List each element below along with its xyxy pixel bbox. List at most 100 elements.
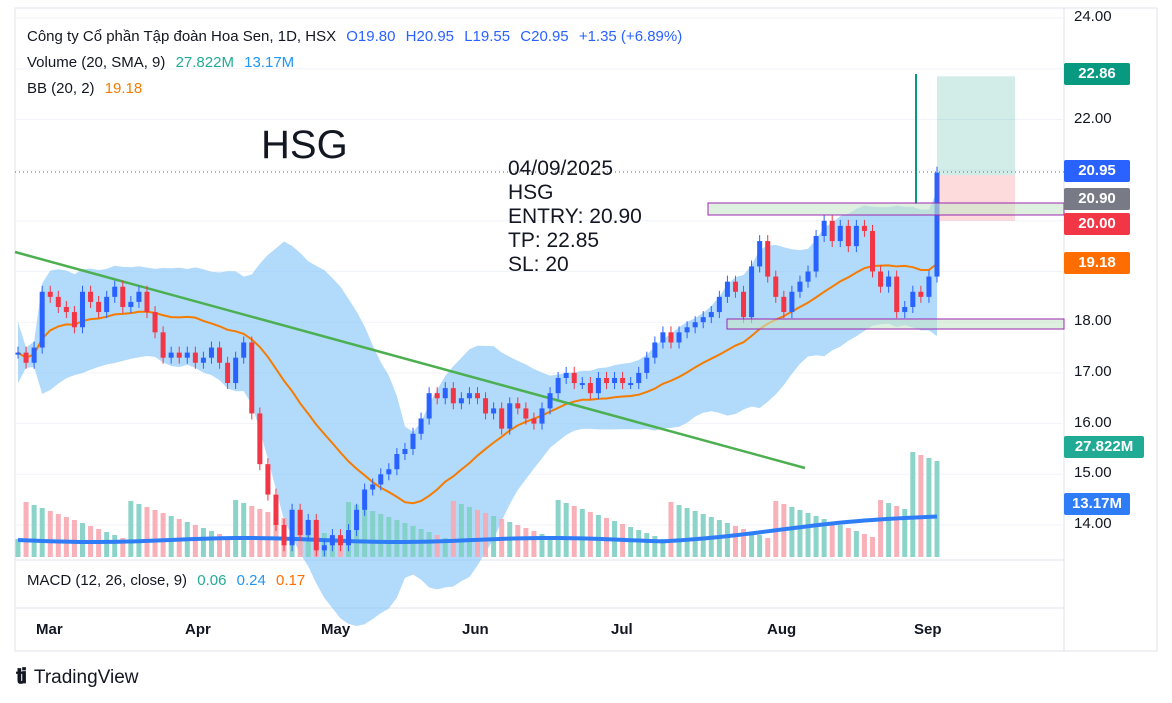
volume-bar xyxy=(789,507,795,557)
candle-body xyxy=(579,383,585,386)
annotation-sl: SL: 20 xyxy=(508,253,569,276)
volume-bar xyxy=(458,504,464,557)
bollinger-band xyxy=(18,191,937,626)
candle-body xyxy=(128,301,134,307)
candle-body xyxy=(378,474,384,485)
volume-bar xyxy=(813,516,819,557)
volume-bar xyxy=(886,503,892,557)
axis-tick: 22.00 xyxy=(1074,110,1112,127)
volume-bar xyxy=(434,535,440,557)
candle-body xyxy=(837,225,843,242)
candle-body xyxy=(547,393,553,409)
annotation-date: 04/09/2025 xyxy=(508,157,614,180)
candle-body xyxy=(934,172,940,277)
candle-body xyxy=(160,332,166,358)
macd-signal: 0.17 xyxy=(275,572,306,589)
candle-body xyxy=(499,408,505,429)
candle-body xyxy=(878,271,884,287)
volume-bar xyxy=(483,513,489,557)
volume-bar xyxy=(878,500,884,557)
candle-body xyxy=(23,352,29,363)
tp-price-label: 22.86 xyxy=(1064,63,1130,85)
macd-hist: 0.06 xyxy=(197,572,227,589)
annotation-entry: ENTRY: 20.90 xyxy=(508,205,642,228)
volume-bar xyxy=(120,538,126,557)
candle-body xyxy=(265,464,271,495)
candle-body xyxy=(684,327,690,333)
candle-body xyxy=(289,509,295,546)
candle-body xyxy=(63,306,69,313)
volume-bar xyxy=(595,515,601,557)
candle-body xyxy=(660,332,666,343)
candle-body xyxy=(603,377,609,384)
volume-bar xyxy=(700,514,706,557)
candle-body xyxy=(870,230,876,272)
volume-bar xyxy=(652,536,658,557)
candle-body xyxy=(805,271,811,282)
candle-body xyxy=(176,352,182,358)
volume-bar xyxy=(692,511,698,557)
candle-body xyxy=(410,433,416,449)
volume-bar xyxy=(636,530,642,557)
candle-body xyxy=(79,291,85,328)
ohlc-close: C20.95 xyxy=(520,28,569,45)
candle-body xyxy=(112,286,118,297)
volume-bar xyxy=(386,517,392,557)
symbol-legend: Công ty Cổ phần Tập đoàn Hoa Sen, 1D, HS… xyxy=(27,28,688,45)
month-label: Mar xyxy=(36,621,63,638)
symbol-name: Công ty Cổ phần Tập đoàn Hoa Sen, 1D, HS… xyxy=(27,28,337,45)
volume-bar xyxy=(208,531,214,557)
volume-bar xyxy=(894,506,900,557)
volume-bar xyxy=(523,528,529,557)
volume-bar xyxy=(31,505,37,557)
candle-body xyxy=(886,276,892,287)
last-price-label: 20.95 xyxy=(1064,160,1130,182)
candle-body xyxy=(217,347,223,363)
volume-bar xyxy=(765,538,771,557)
candle-body xyxy=(692,322,698,328)
volume-bar xyxy=(136,504,142,557)
volume-bar xyxy=(394,520,400,557)
candle-body xyxy=(861,225,867,231)
candle-body xyxy=(918,291,924,297)
volume-bar xyxy=(861,534,867,557)
candle-body xyxy=(225,362,231,384)
tradingview-logo-icon: 𝐭𝐢 xyxy=(16,665,27,688)
candle-body xyxy=(31,347,37,363)
bb-legend: BB (20, 2) 19.18 xyxy=(27,80,148,97)
macd-legend: MACD (12, 26, close, 9) 0.06 0.24 0.17 xyxy=(27,572,311,589)
candle-body xyxy=(620,377,626,384)
candle-body xyxy=(192,352,198,363)
candle-body xyxy=(789,291,795,313)
tradingview-brand[interactable]: 𝐭𝐢 TradingView xyxy=(16,665,138,689)
candle-body xyxy=(273,494,279,525)
candle-body xyxy=(168,352,174,358)
chart-frame xyxy=(14,7,1158,652)
month-label: Sep xyxy=(914,621,942,638)
volume-bar xyxy=(152,510,158,557)
volume-bar xyxy=(39,508,45,557)
volume-bar xyxy=(47,511,53,557)
volume-bar xyxy=(241,503,247,557)
volume-bar xyxy=(168,516,174,557)
candle-body xyxy=(305,519,311,536)
month-label: Jul xyxy=(611,621,633,638)
volume-bar xyxy=(805,513,811,557)
ohlc-open: O19.80 xyxy=(346,28,396,45)
candle-body xyxy=(910,291,916,307)
volume-bar xyxy=(225,537,231,557)
candle-body xyxy=(88,291,94,302)
candle-body xyxy=(321,545,327,551)
candle-body xyxy=(749,266,755,318)
take-profit-zone xyxy=(937,76,1015,176)
volume-bar xyxy=(128,501,134,557)
volume-bar xyxy=(757,535,763,557)
candle-body xyxy=(821,220,827,237)
candle-body xyxy=(507,403,513,429)
bb-label: BB (20, 2) xyxy=(27,80,95,97)
candle-body xyxy=(104,296,110,313)
volume-bar xyxy=(257,509,263,557)
volume-legend: Volume (20, SMA, 9) 27.822M 13.17M xyxy=(27,54,300,71)
brand-label: TradingView xyxy=(33,667,139,688)
